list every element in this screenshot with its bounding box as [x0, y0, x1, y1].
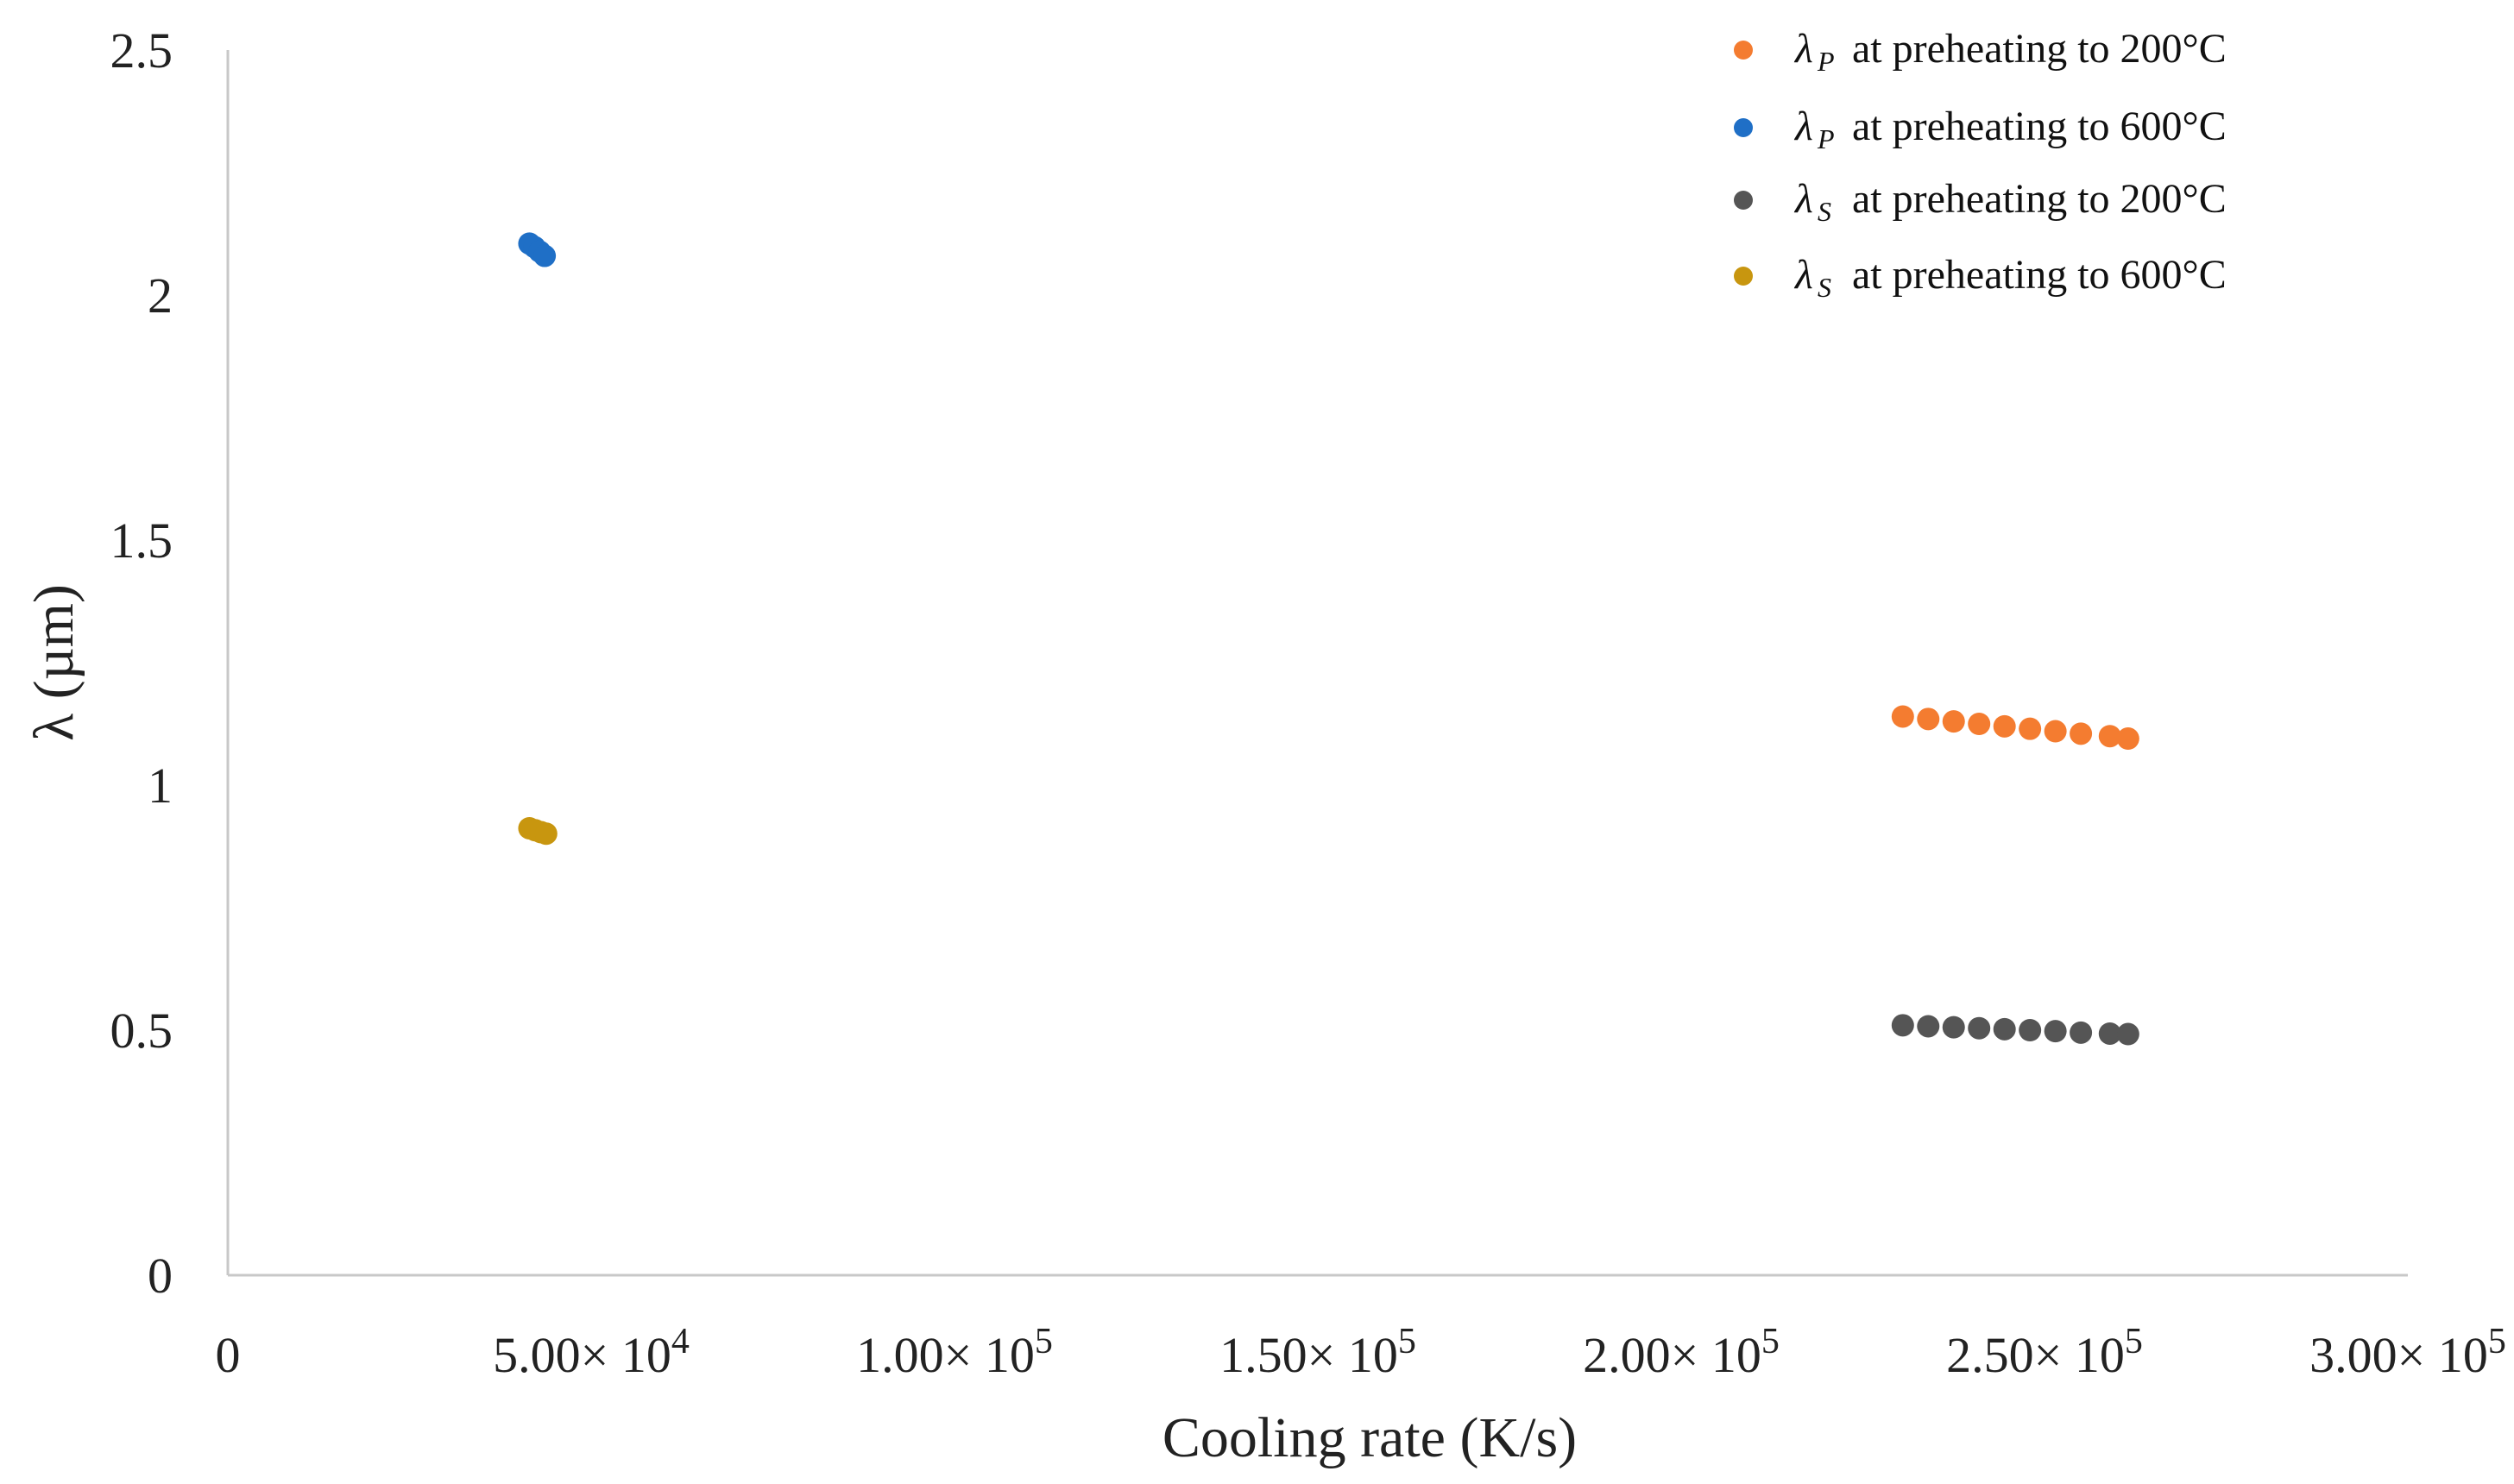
x-tick-labels: 0 5.00× 104 1.00× 105 1.50× 105 2.00× 105 2.5… — [216, 1322, 2506, 1383]
legend-marker — [1734, 191, 1753, 210]
series-1 — [1891, 705, 2139, 751]
data-point — [2044, 1020, 2067, 1043]
x-tick-label: 3.00× 105 — [2309, 1322, 2506, 1383]
x-tick-label: 0 — [216, 1327, 241, 1383]
series-3 — [1891, 1014, 2139, 1046]
data-point — [1993, 714, 2016, 738]
data-point — [2098, 1022, 2121, 1045]
legend-marker — [1734, 267, 1753, 286]
series-4 — [518, 816, 558, 846]
data-point — [2019, 1019, 2042, 1041]
y-tick-label: 0.5 — [110, 1003, 173, 1059]
data-point — [1968, 1016, 1991, 1040]
legend-label: at preheating to 600°C — [1852, 252, 2227, 298]
series-2 — [518, 232, 557, 267]
data-point — [1917, 707, 1940, 731]
data-point — [1968, 713, 1991, 735]
x-tick-label: 1.00× 105 — [856, 1322, 1053, 1383]
x-axis-title: Cooling rate (K/s) — [1162, 1406, 1577, 1469]
y-tick-labels: 0 0.5 1 1.5 2 2.5 — [110, 22, 173, 1304]
data-point — [1891, 705, 1914, 728]
data-point — [2098, 725, 2121, 748]
x-tick-label: 2.00× 105 — [1583, 1322, 1780, 1383]
x-tick-label: 1.50× 105 — [1219, 1322, 1416, 1383]
data-point — [2044, 720, 2067, 743]
legend-marker — [1734, 41, 1753, 60]
data-points — [518, 232, 2139, 1046]
y-tick-label: 0 — [148, 1248, 173, 1304]
data-point — [2116, 727, 2139, 751]
data-point — [1891, 1014, 1914, 1037]
legend-label: at preheating to 200°C — [1852, 176, 2227, 222]
data-point — [2116, 1022, 2139, 1046]
data-point — [533, 244, 557, 267]
data-point — [1917, 1015, 1940, 1038]
legend-symbol: λ — [1793, 26, 1813, 72]
legend-label: at preheating to 600°C — [1852, 104, 2227, 149]
data-point — [1942, 710, 1965, 733]
legend-subscript: P — [1817, 123, 1835, 154]
legend-symbol: λ — [1793, 104, 1813, 149]
y-tick-label: 2.5 — [110, 22, 173, 79]
legend-subscript: S — [1818, 272, 1831, 303]
data-point — [1942, 1016, 1965, 1039]
legend-subscript: S — [1818, 196, 1831, 227]
x-tick-label: 2.50× 105 — [1946, 1322, 2143, 1383]
data-point — [2019, 717, 2042, 740]
x-tick-label: 5.00× 104 — [493, 1322, 690, 1383]
legend-subscript: P — [1817, 46, 1835, 77]
legend-symbol: λ — [1793, 176, 1813, 222]
y-tick-label: 1.5 — [110, 512, 173, 569]
data-point — [2070, 1021, 2093, 1044]
y-axis-title: λ (µm) — [22, 584, 85, 741]
legend-label: at preheating to 200°C — [1852, 26, 2227, 72]
data-point — [1993, 1017, 2016, 1041]
y-tick-label: 2 — [148, 267, 173, 324]
y-tick-label: 1 — [148, 758, 173, 814]
legend-symbol: λ — [1793, 252, 1813, 298]
data-point — [2070, 722, 2093, 745]
legend-marker — [1734, 118, 1753, 137]
data-point — [534, 822, 558, 846]
axes — [226, 50, 2408, 1277]
